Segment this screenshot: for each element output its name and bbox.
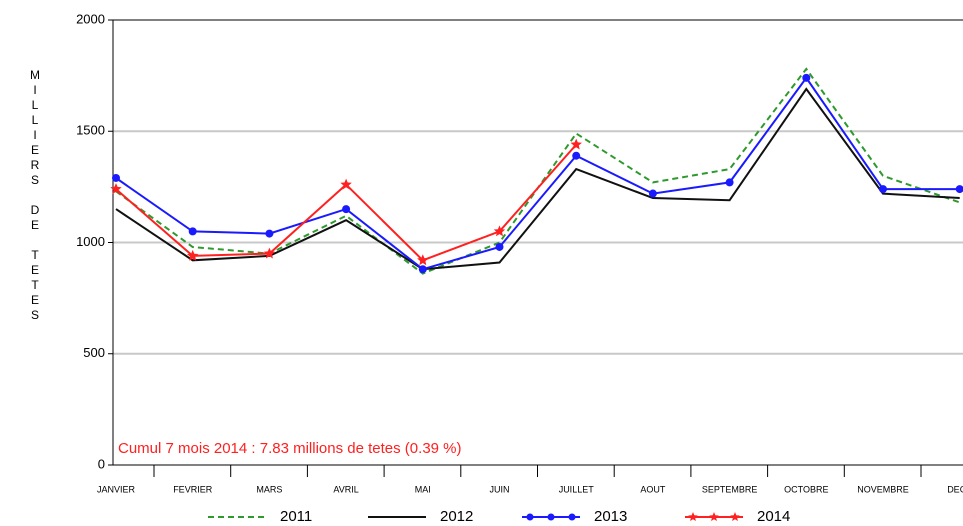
y-tick-label: 1500 [76, 123, 105, 138]
x-tick-label: NOVEMBRE [857, 484, 909, 494]
point [265, 229, 274, 238]
x-tick-label: MARS [256, 484, 282, 494]
x-tick-label: FEVRIER [173, 484, 213, 494]
x-tick-label: DECE [947, 484, 963, 494]
x-tick-label: AVRIL [333, 484, 358, 494]
point [725, 178, 734, 187]
y-axis-label: MILLIERS DE TETES [28, 68, 42, 323]
point [495, 242, 504, 251]
x-tick-label: MAI [415, 484, 431, 494]
x-tick-label: JUILLET [559, 484, 595, 494]
y-tick-label: 500 [83, 345, 105, 360]
y-tick-label: 2000 [76, 11, 105, 26]
point [955, 185, 963, 194]
series-line [115, 87, 960, 271]
point [263, 247, 276, 259]
legend-marker [547, 513, 555, 521]
legend-marker [526, 513, 534, 521]
point [112, 173, 120, 182]
legend-label: 2014 [757, 508, 790, 525]
point [802, 73, 811, 82]
x-tick-label: JUIN [490, 484, 510, 494]
point [572, 151, 581, 160]
legend-marker [688, 512, 698, 521]
point [418, 265, 427, 274]
legend-marker [709, 512, 719, 521]
x-tick-label: JANVIER [97, 484, 136, 494]
series-line [115, 76, 960, 271]
point [340, 178, 352, 190]
legend-label: 2011 [280, 508, 312, 525]
point [879, 185, 887, 194]
legend-label: 2013 [594, 508, 627, 525]
point [417, 254, 429, 266]
x-tick-label: AOUT [640, 484, 666, 494]
point [187, 249, 199, 261]
point [342, 205, 351, 214]
point [110, 183, 122, 194]
point [493, 225, 506, 237]
point [648, 189, 657, 198]
point [188, 227, 197, 236]
annotation: Cumul 7 mois 2014 : 7.83 millions de tet… [118, 440, 462, 457]
x-tick-label: SEPTEMBRE [702, 484, 758, 494]
legend-marker [568, 513, 576, 521]
point [570, 138, 582, 150]
legend-label: 2012 [440, 508, 473, 525]
legend-marker [730, 512, 740, 521]
y-tick-label: 1000 [76, 234, 105, 249]
y-tick-label: 0 [98, 456, 105, 471]
x-tick-label: OCTOBRE [784, 484, 828, 494]
